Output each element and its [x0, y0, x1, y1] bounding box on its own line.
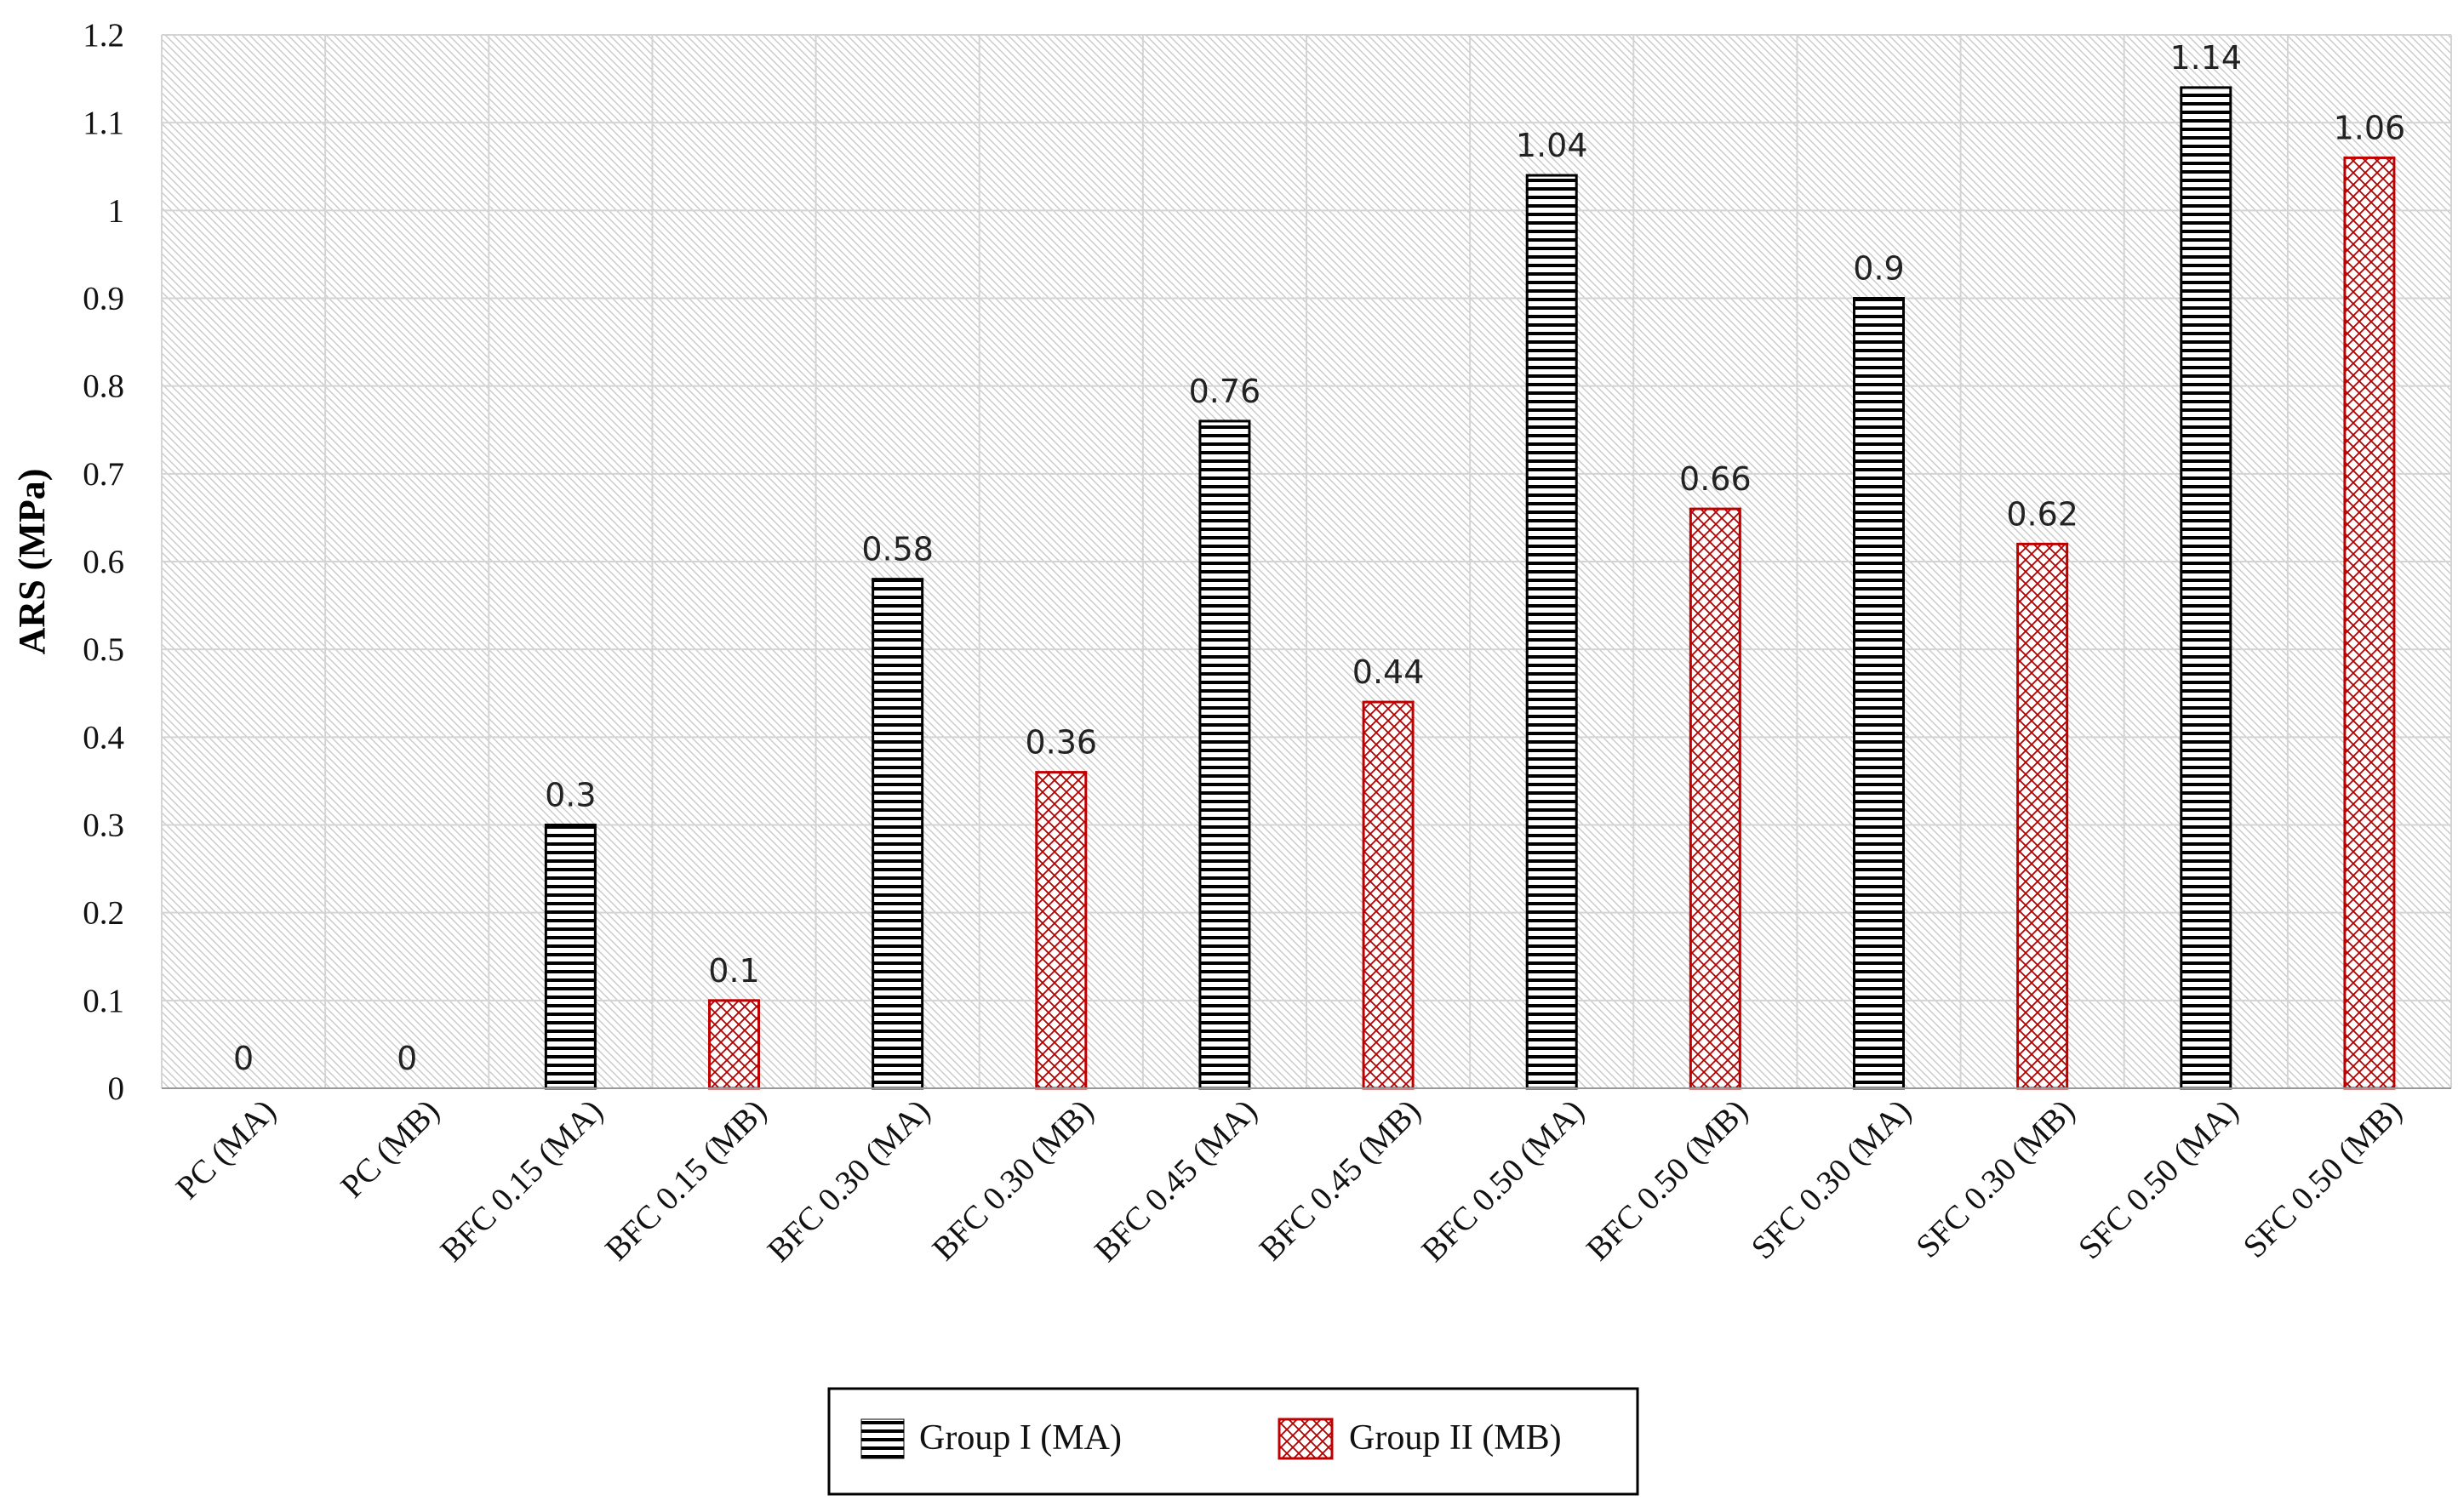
- bars: [544, 86, 2396, 1090]
- x-axis-ticks: PC (MA) PC (MB)BFC 0.15 (MA)BFC 0.15 (MB)…: [169, 1093, 2409, 1269]
- bar-group-i: [1198, 419, 1251, 1090]
- x-tick-label: BFC 0.15 (MA): [433, 1093, 609, 1269]
- bar-group-i: [1853, 297, 1905, 1090]
- bar-group-i: [872, 578, 924, 1090]
- legend-label-group-ii: Group II (MB): [1349, 1418, 1562, 1458]
- data-label: 1.06: [2334, 109, 2406, 146]
- data-label: 1.14: [2169, 39, 2242, 77]
- x-tick-label: BFC 0.15 (MB): [598, 1093, 774, 1268]
- x-tick-label: BFC 0.45 (MA): [1088, 1093, 1264, 1269]
- bar-group-ii: [1035, 771, 1088, 1090]
- bar-group-ii: [2343, 156, 2396, 1090]
- y-tick-label: 0.4: [83, 719, 124, 756]
- bar-group-ii: [1362, 700, 1415, 1090]
- bar-group-ii: [1689, 507, 1741, 1090]
- x-tick-label: PC (MA): [169, 1093, 283, 1207]
- data-label: 0.62: [2006, 495, 2078, 533]
- x-tick-label: BFC 0.30 (MA): [761, 1093, 937, 1269]
- x-tick-label: BFC 0.45 (MB): [1253, 1093, 1428, 1268]
- y-tick-label: 0.1: [83, 983, 124, 1019]
- y-tick-label: 0: [108, 1070, 125, 1107]
- data-label: 0.76: [1189, 373, 1261, 410]
- y-tick-label: 0.2: [83, 895, 124, 932]
- data-label: 0.44: [1352, 653, 1425, 691]
- bar-group-i: [1525, 174, 1578, 1090]
- bar-group-ii: [2016, 542, 2069, 1090]
- data-label: 0.36: [1025, 724, 1097, 762]
- x-tick-label: SFC 0.30 (MB): [1909, 1093, 2082, 1265]
- bar-group-i: [544, 824, 597, 1090]
- legend-box: [827, 1387, 1639, 1496]
- data-label: 0.66: [1679, 460, 1752, 498]
- y-axis-label: ARS (MPa): [11, 469, 53, 655]
- data-label: 0.3: [545, 777, 596, 814]
- y-tick-label: 1.1: [83, 105, 124, 141]
- legend-swatch-group-i: [860, 1418, 905, 1459]
- x-tick-label: SFC 0.30 (MA): [1745, 1093, 1918, 1266]
- data-label: 0.1: [708, 952, 759, 990]
- gridlines: [161, 34, 2452, 1088]
- y-tick-label: 0.5: [83, 631, 124, 668]
- y-tick-label: 1.2: [83, 17, 124, 54]
- y-tick-label: 1: [108, 192, 125, 229]
- y-tick-label: 0.8: [83, 368, 124, 405]
- data-label: 0.9: [1853, 250, 1904, 288]
- y-tick-label: 0.6: [83, 544, 124, 580]
- data-label: 0: [233, 1040, 254, 1077]
- x-tick-label: BFC 0.30 (MB): [925, 1093, 1100, 1268]
- x-tick-label: PC (MB): [334, 1093, 446, 1205]
- bar-group-ii: [708, 999, 760, 1090]
- x-tick-label: SFC 0.50 (MA): [2072, 1093, 2245, 1266]
- data-labels: 0 0 0.3 0.1 0.58 0.36 0.76 0.44 1.04 0.66 0.9 0.62 1…: [233, 39, 2405, 1077]
- y-tick-label: 0.7: [83, 456, 124, 493]
- legend-swatch-group-ii: [1278, 1418, 1334, 1460]
- legend: Group I (MA) Group II (MB): [827, 1387, 1639, 1496]
- data-label: 0.58: [861, 531, 934, 568]
- y-axis-ticks: 0 0.1 0.2 0.3 0.4 0.5 0.6 0.7 0.8 0.9 1 1.1 1.2: [83, 17, 124, 1107]
- bar-group-i: [2180, 86, 2232, 1090]
- x-tick-label: SFC 0.50 (MB): [2236, 1093, 2409, 1265]
- y-tick-label: 0.9: [83, 281, 124, 317]
- x-tick-label: BFC 0.50 (MB): [1580, 1093, 1755, 1268]
- x-tick-label: BFC 0.50 (MA): [1415, 1093, 1591, 1269]
- data-label: 0: [397, 1040, 417, 1077]
- legend-label-group-i: Group I (MA): [919, 1418, 1122, 1458]
- data-label: 1.04: [1516, 127, 1588, 164]
- y-tick-label: 0.3: [83, 807, 124, 844]
